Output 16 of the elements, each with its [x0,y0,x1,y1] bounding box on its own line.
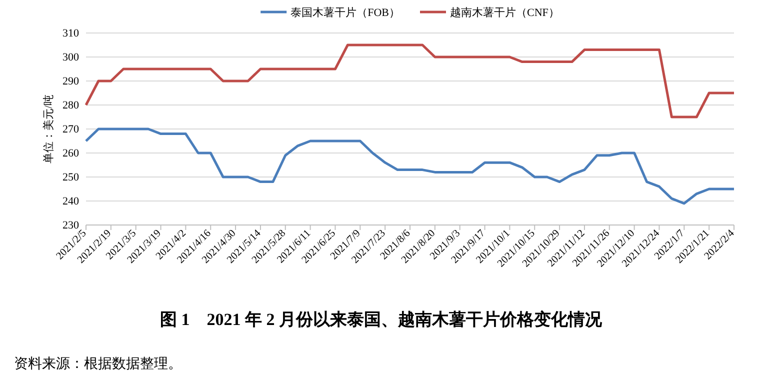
y-tick-label: 290 [62,76,80,88]
y-tick-label: 270 [62,124,80,136]
y-tick-label: 260 [62,148,80,160]
y-tick-label: 310 [62,28,80,40]
y-tick-label: 230 [62,220,80,232]
text: 资料来源：根据数据整理。 [14,356,182,372]
y-tick-label: 250 [62,172,80,184]
text: 图 1 2021 年 2 月份以来泰国、越南木薯干片价格变化情况 [160,310,603,329]
line-series [84,128,736,205]
y-axis-title: 单位：美元/吨 [42,94,55,164]
y-tick-label: 300 [62,52,80,64]
legend-label: 越南木薯干片（CNF） [450,6,560,19]
y-tick-label: 240 [62,196,80,208]
y-tick-label: 280 [62,100,80,112]
legend-label: 泰国木薯干片（FOB） [290,6,400,19]
line-series [84,44,736,118]
